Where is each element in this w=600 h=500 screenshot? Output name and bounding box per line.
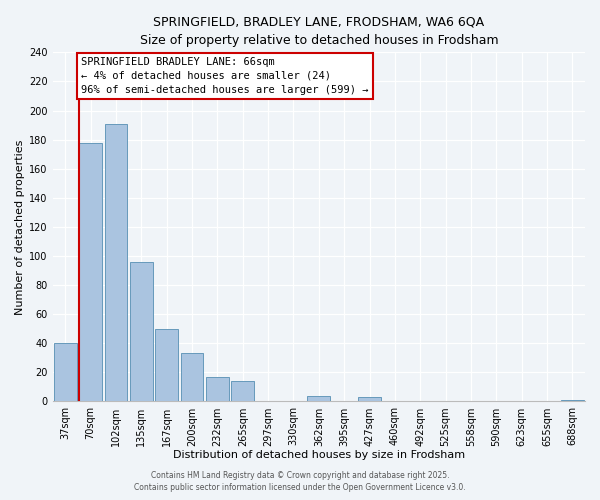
Bar — [155, 328, 178, 402]
Bar — [206, 376, 229, 402]
Text: SPRINGFIELD BRADLEY LANE: 66sqm
← 4% of detached houses are smaller (24)
96% of : SPRINGFIELD BRADLEY LANE: 66sqm ← 4% of … — [81, 56, 368, 94]
X-axis label: Distribution of detached houses by size in Frodsham: Distribution of detached houses by size … — [173, 450, 465, 460]
Bar — [54, 344, 77, 402]
Y-axis label: Number of detached properties: Number of detached properties — [15, 139, 25, 314]
Bar — [358, 397, 381, 402]
Bar — [130, 262, 153, 402]
Title: SPRINGFIELD, BRADLEY LANE, FRODSHAM, WA6 6QA
Size of property relative to detach: SPRINGFIELD, BRADLEY LANE, FRODSHAM, WA6… — [140, 15, 498, 47]
Bar — [181, 354, 203, 402]
Bar — [561, 400, 584, 402]
Text: Contains HM Land Registry data © Crown copyright and database right 2025.
Contai: Contains HM Land Registry data © Crown c… — [134, 471, 466, 492]
Bar — [79, 142, 102, 402]
Bar — [104, 124, 127, 402]
Bar — [232, 381, 254, 402]
Bar — [307, 396, 330, 402]
